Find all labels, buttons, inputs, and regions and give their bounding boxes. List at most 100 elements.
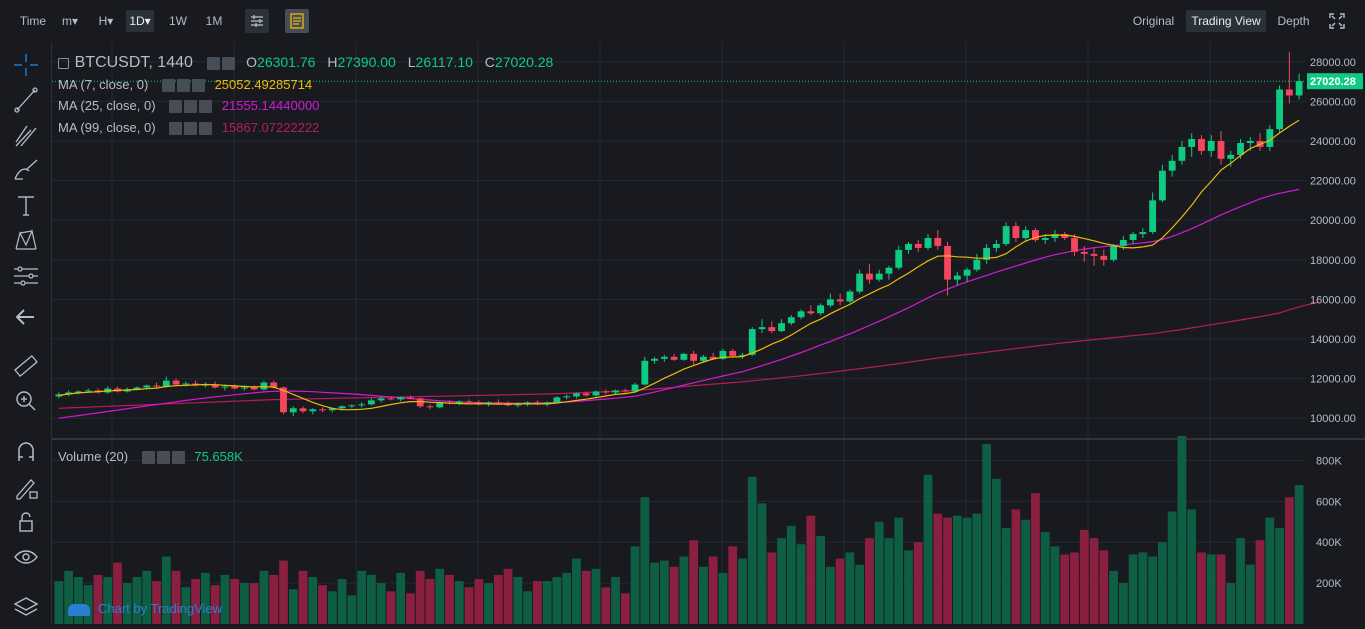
view-mode-2[interactable]: Depth bbox=[1277, 14, 1310, 28]
volume-bar bbox=[376, 583, 386, 624]
ma25-settings-icon[interactable] bbox=[184, 100, 198, 114]
layers-icon[interactable] bbox=[9, 592, 43, 622]
trend-line-icon[interactable] bbox=[9, 85, 43, 115]
fullscreen-icon[interactable] bbox=[1325, 9, 1349, 33]
volume-bar bbox=[601, 587, 611, 624]
volume-bar bbox=[366, 574, 376, 624]
candle-body bbox=[856, 273, 864, 292]
candle-body bbox=[866, 273, 873, 280]
prediction-icon[interactable] bbox=[9, 260, 43, 290]
ma7-visibility-icon[interactable] bbox=[161, 79, 175, 93]
volume-bar bbox=[54, 581, 64, 624]
candle-body bbox=[826, 299, 834, 306]
view-mode-1[interactable]: Trading View bbox=[1186, 10, 1266, 32]
candle-body bbox=[573, 393, 580, 397]
volume-settings-icon[interactable] bbox=[156, 451, 170, 465]
candle-body bbox=[465, 401, 473, 403]
volume-bar bbox=[523, 591, 533, 624]
candle-body bbox=[641, 360, 649, 385]
price-tick: 10000.00 bbox=[1310, 413, 1356, 425]
volume-bar bbox=[1275, 527, 1284, 624]
candle-body bbox=[1188, 139, 1196, 147]
candle-body bbox=[455, 401, 463, 404]
volume-bar bbox=[513, 576, 523, 624]
brush-icon[interactable] bbox=[9, 155, 43, 185]
main-legend: BTCUSDT, 1440 O26301.76 H27390.00 L26117… bbox=[58, 54, 553, 72]
candle-body bbox=[1090, 253, 1098, 256]
ruler-icon[interactable] bbox=[9, 351, 43, 381]
volume-bar bbox=[874, 521, 884, 624]
volume-bar bbox=[679, 556, 689, 624]
eye-icon[interactable] bbox=[9, 542, 43, 572]
pattern-icon[interactable] bbox=[9, 225, 43, 255]
interval-2[interactable]: H▾ bbox=[98, 14, 114, 28]
interval-0[interactable]: Time bbox=[19, 14, 47, 28]
ma25-visibility-icon[interactable] bbox=[169, 100, 183, 114]
price-chart[interactable]: 28000.00 26000.00 24000.00 22000.00 20000.00… bbox=[52, 42, 1365, 624]
volume-bar bbox=[386, 591, 396, 624]
ma25-close-icon[interactable] bbox=[199, 100, 213, 114]
crosshair-icon[interactable] bbox=[9, 50, 43, 80]
ma25-label: MA (25, close, 0) bbox=[58, 98, 156, 113]
tradingview-logo[interactable]: Chart by TradingView bbox=[68, 601, 222, 616]
volume-visibility-icon[interactable] bbox=[141, 451, 155, 465]
collapse-icon[interactable] bbox=[58, 58, 69, 70]
interval-1[interactable]: m▾ bbox=[61, 14, 79, 28]
candle-body bbox=[221, 386, 229, 388]
ma99-visibility-icon[interactable] bbox=[169, 122, 183, 136]
volume-close-icon[interactable] bbox=[171, 451, 185, 465]
volume-bar bbox=[103, 576, 113, 624]
price-tick: 18000.00 bbox=[1310, 255, 1356, 267]
volume-bar bbox=[152, 581, 161, 624]
candle-body bbox=[651, 358, 659, 361]
volume-bar bbox=[591, 568, 601, 624]
ma7-line bbox=[58, 119, 1300, 411]
volume-bar bbox=[1001, 527, 1011, 624]
lock-icon[interactable] bbox=[9, 507, 43, 537]
volume-bar bbox=[904, 550, 913, 624]
indicator-settings-icon[interactable] bbox=[245, 9, 269, 33]
ma7-settings-icon[interactable] bbox=[176, 79, 190, 93]
back-arrow-icon[interactable] bbox=[9, 302, 43, 332]
visibility-icon[interactable] bbox=[206, 57, 220, 71]
volume-bar bbox=[952, 515, 962, 624]
fib-channel-icon[interactable] bbox=[9, 120, 43, 150]
price-tick: 22000.00 bbox=[1310, 176, 1356, 188]
candle-body bbox=[1149, 200, 1157, 233]
interval-3[interactable]: 1D▾ bbox=[126, 10, 154, 32]
candle-body bbox=[387, 398, 395, 400]
ma99-close-icon[interactable] bbox=[199, 122, 213, 136]
volume-bar bbox=[64, 570, 74, 624]
volume-bar bbox=[249, 583, 259, 624]
interval-5[interactable]: 1M bbox=[205, 14, 223, 28]
candle-body bbox=[944, 245, 951, 280]
candle-body bbox=[778, 323, 785, 332]
chart-area[interactable]: 28000.00 26000.00 24000.00 22000.00 20000.00… bbox=[52, 42, 1365, 624]
candle-body bbox=[348, 405, 356, 407]
ma7-close-icon[interactable] bbox=[191, 79, 205, 93]
volume-bar bbox=[347, 595, 357, 624]
volume-bar bbox=[259, 570, 269, 624]
volume-bar bbox=[542, 581, 552, 624]
candle-body bbox=[55, 394, 63, 397]
candle-body bbox=[807, 311, 815, 314]
lock-drawing-icon[interactable] bbox=[9, 472, 43, 502]
candle-body bbox=[1237, 142, 1244, 155]
candle-body bbox=[1285, 89, 1293, 96]
view-mode-0[interactable]: Original bbox=[1132, 14, 1175, 28]
candle-body bbox=[1032, 230, 1039, 240]
ma99-settings-icon[interactable] bbox=[184, 122, 198, 136]
cloud-icon bbox=[68, 603, 90, 616]
magnet-icon[interactable] bbox=[9, 437, 43, 467]
volume-bar bbox=[337, 579, 347, 624]
candle-body bbox=[660, 356, 668, 359]
zoom-in-icon[interactable] bbox=[9, 386, 43, 416]
candle-body bbox=[914, 243, 922, 248]
candle-body bbox=[231, 386, 239, 389]
settings-icon[interactable] bbox=[221, 57, 235, 71]
text-tool-icon[interactable] bbox=[9, 190, 43, 220]
volume-bar bbox=[464, 587, 474, 624]
interval-4[interactable]: 1W bbox=[169, 14, 187, 28]
chart-list-icon[interactable] bbox=[285, 9, 309, 33]
volume-bar bbox=[161, 556, 171, 624]
